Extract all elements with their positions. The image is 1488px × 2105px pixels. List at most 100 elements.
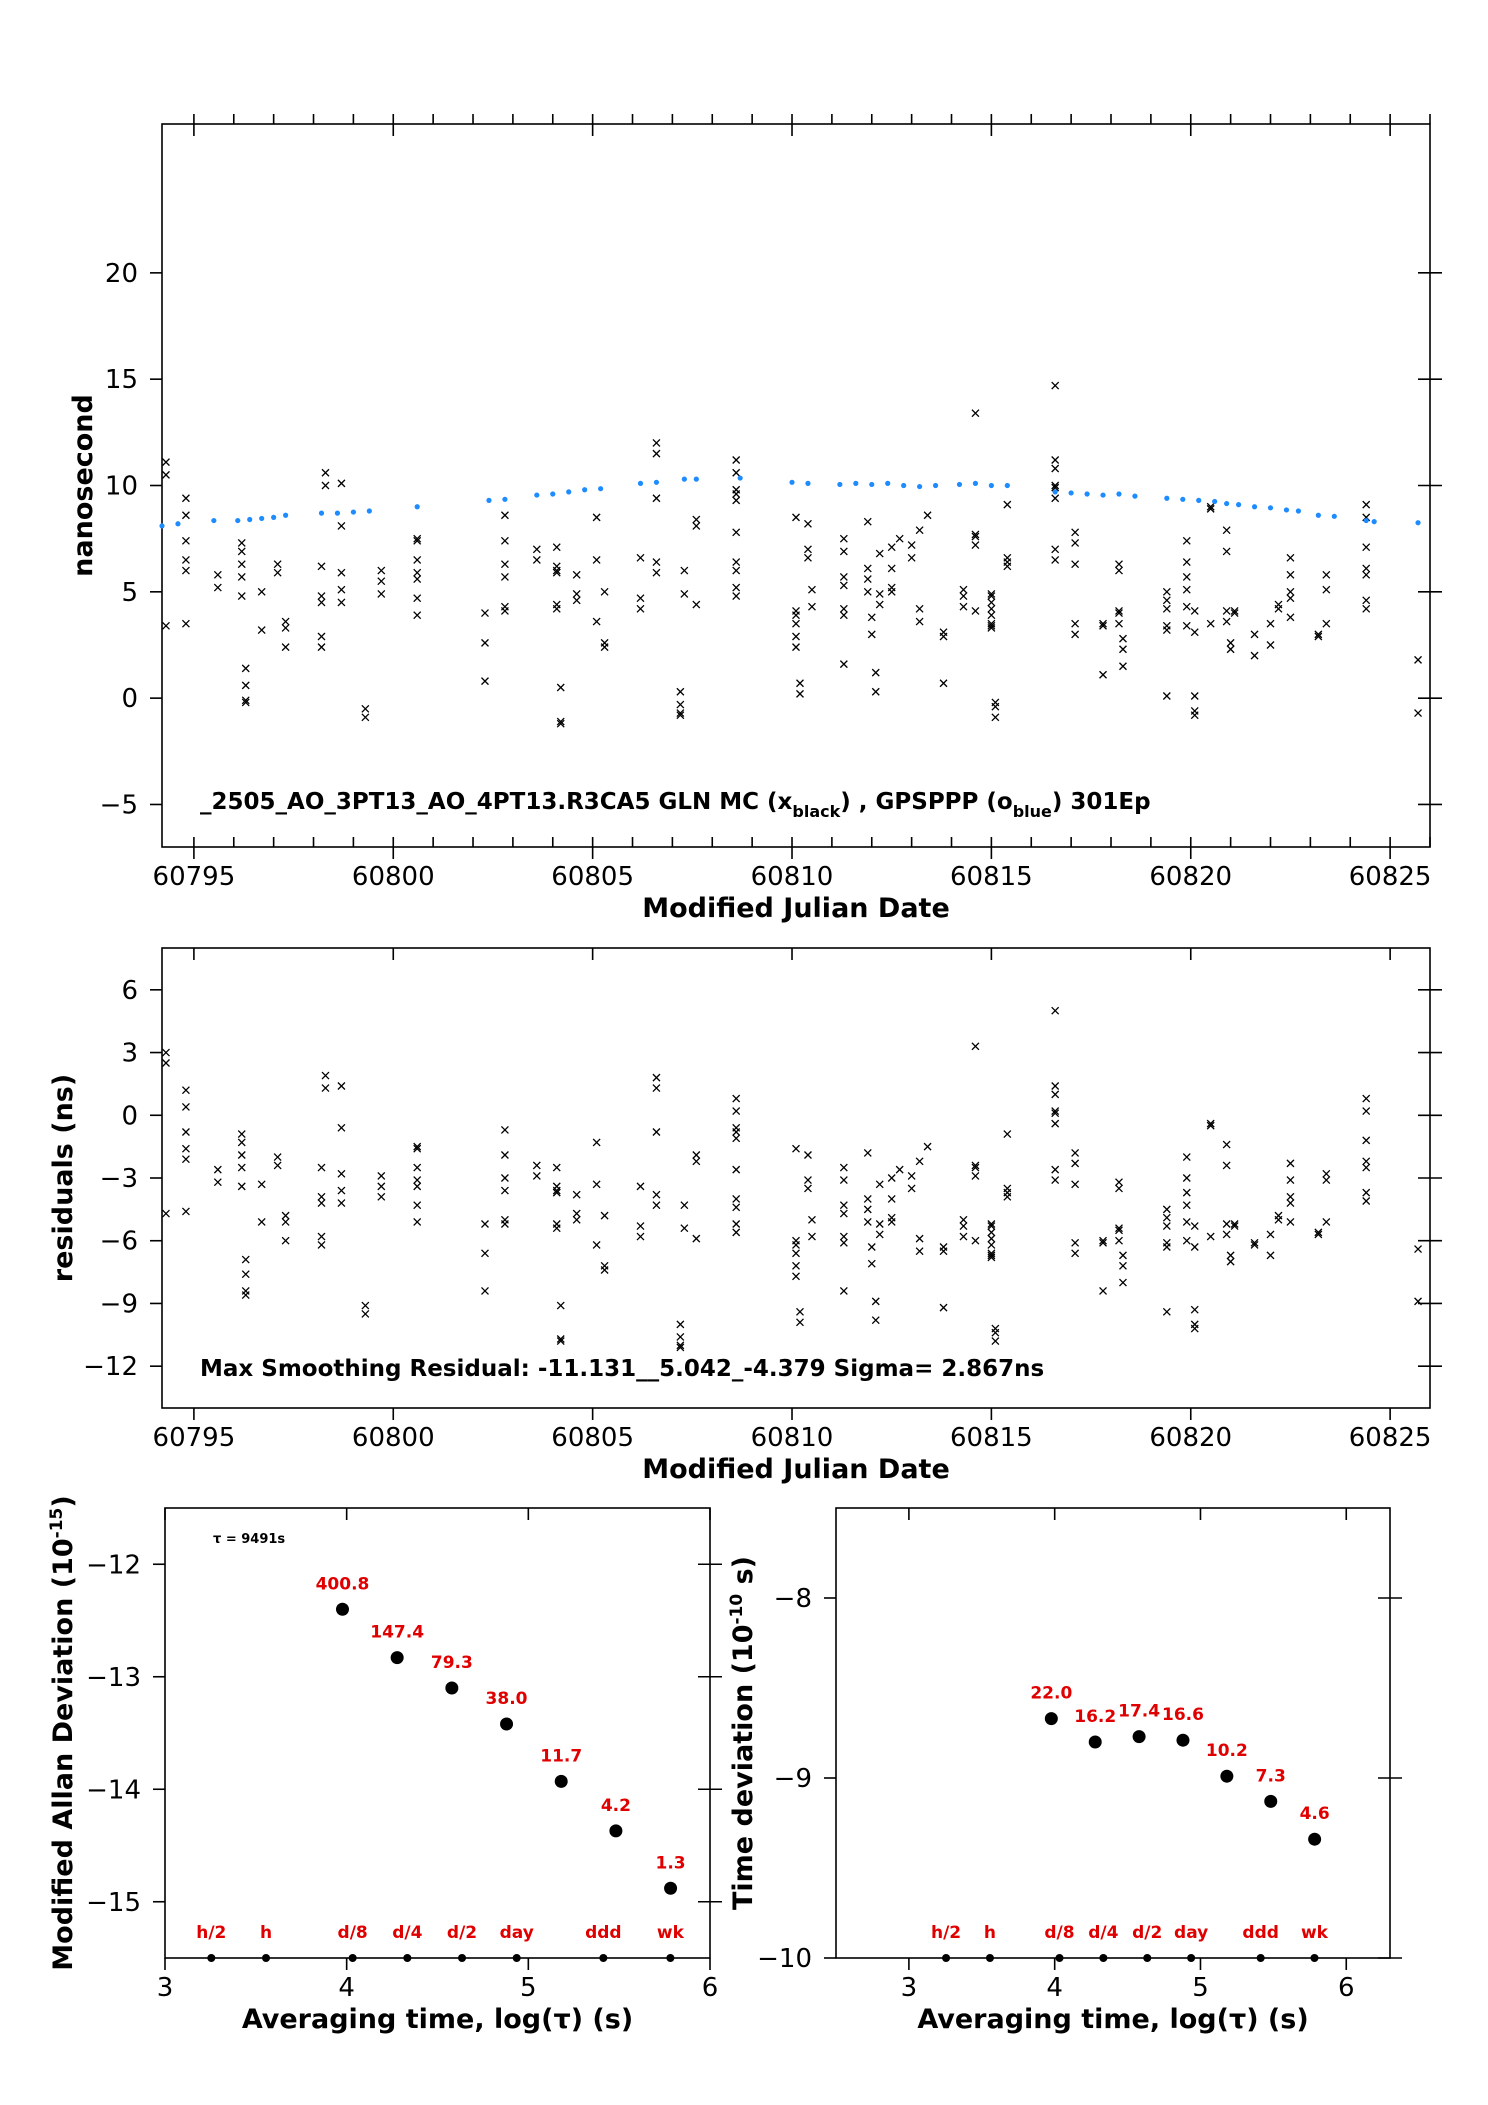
gln-mc-point xyxy=(692,600,701,609)
tdev-reference-label: d/2 xyxy=(1132,1923,1162,1943)
top-x-tick-label: 60810 xyxy=(751,862,834,892)
residual-point xyxy=(592,1180,601,1189)
residual-point xyxy=(1222,1140,1231,1149)
mdev-y-tick-label: −12 xyxy=(86,1550,141,1580)
residual-point xyxy=(241,1255,250,1264)
gln-mc-point xyxy=(792,632,800,641)
residual-point xyxy=(636,1222,645,1231)
gln-mc-point xyxy=(863,575,872,584)
residual-point xyxy=(1222,1220,1231,1228)
residuals-y-tick-label: −9 xyxy=(100,1289,138,1319)
residual-point xyxy=(1190,1243,1199,1251)
residual-point xyxy=(592,1138,601,1147)
mdev-point xyxy=(500,1717,514,1731)
residual-point xyxy=(1115,1236,1123,1245)
residual-point xyxy=(692,1157,701,1166)
mdev-x-axis: 3 4 5 6 xyxy=(157,1508,718,2003)
residual-point xyxy=(1230,1220,1239,1228)
residual-point xyxy=(732,1094,741,1103)
gln-mc-point xyxy=(839,611,848,620)
gln-mc-point xyxy=(181,619,190,628)
gln-mc-point xyxy=(237,592,246,601)
tdev-reference-dot xyxy=(1099,1954,1108,1962)
gpsppp-point xyxy=(534,492,540,498)
gpsppp-point xyxy=(693,476,699,482)
residual-point xyxy=(500,1174,509,1182)
gln-mc-point xyxy=(1230,607,1239,615)
residual-point xyxy=(181,1155,190,1164)
mdev-point xyxy=(609,1824,623,1838)
residual-point xyxy=(413,1182,422,1191)
gln-mc-point xyxy=(971,541,980,550)
gln-mc-point xyxy=(592,513,601,522)
residual-point xyxy=(1182,1174,1191,1182)
residual-point xyxy=(676,1332,685,1341)
mdev-point-label: 79.3 xyxy=(431,1653,473,1673)
tdev-plot-frame xyxy=(835,1507,1391,1959)
top-y-tick-label: 15 xyxy=(105,365,138,395)
gln-mc-point xyxy=(413,534,422,543)
residual-point xyxy=(237,1151,246,1159)
gpsppp-point xyxy=(681,476,687,482)
residual-point xyxy=(532,1161,541,1170)
gln-mc-point xyxy=(839,660,848,669)
gln-mc-point xyxy=(337,585,346,594)
residual-point xyxy=(281,1236,290,1245)
gln-mc-point xyxy=(804,519,812,528)
residual-point xyxy=(317,1192,326,1201)
residual-point xyxy=(804,1176,812,1185)
residual-point xyxy=(1206,1119,1215,1128)
residual-point xyxy=(971,1042,980,1051)
gln-mc-point xyxy=(1119,662,1127,671)
residual-point xyxy=(971,1161,980,1170)
gln-mc-point xyxy=(915,526,924,535)
gln-mc-point xyxy=(792,611,800,620)
tdev-points: 22.016.2 17.4 16.610.2 7.3 4.6 xyxy=(1030,1684,1330,1846)
residuals-annotation: Max Smoothing Residual: -11.131__5.042_-… xyxy=(200,1356,1044,1382)
top-y-axis: −5 0 5 10 15 20 xyxy=(100,259,1442,820)
residual-point xyxy=(181,1128,190,1136)
gln-mc-point xyxy=(971,530,980,539)
residual-point xyxy=(273,1161,282,1170)
residual-point xyxy=(241,1291,250,1300)
gln-mc-point xyxy=(839,581,848,590)
residual-point xyxy=(867,1243,876,1251)
residual-point xyxy=(556,1301,565,1310)
mdev-reference-dot xyxy=(458,1954,467,1962)
residual-point xyxy=(792,1272,800,1281)
residual-point xyxy=(1274,1215,1283,1224)
residual-point xyxy=(875,1220,884,1228)
residual-point xyxy=(652,1128,661,1136)
gln-mc-point xyxy=(839,572,848,581)
top-x-tick-label: 60820 xyxy=(1149,862,1232,892)
gln-mc-point xyxy=(1286,594,1295,603)
tdev-point-label: 17.4 xyxy=(1118,1702,1160,1722)
mdev-x-tick-label: 4 xyxy=(338,1973,355,2003)
gln-mc-point xyxy=(1119,634,1127,643)
gln-mc-point xyxy=(1322,570,1331,579)
gln-mc-point xyxy=(592,555,601,564)
gln-mc-point xyxy=(1222,526,1231,535)
gln-mc-point xyxy=(1226,638,1235,647)
mdev-reference-label: day xyxy=(500,1923,534,1943)
residual-point xyxy=(500,1220,509,1228)
mdev-reference-markers: h/2 h d/8 d/4 d/2 day ddd wk xyxy=(196,1923,685,1962)
gln-mc-point xyxy=(500,560,509,569)
gln-mc-point xyxy=(1071,560,1080,569)
gpsppp-point xyxy=(1100,492,1106,498)
gln-mc-point xyxy=(413,611,422,620)
gln-mc-point xyxy=(1206,502,1215,511)
gln-mc-point xyxy=(1266,641,1275,649)
residual-point xyxy=(987,1222,996,1231)
gln-mc-point xyxy=(1362,543,1371,552)
gln-mc-point xyxy=(552,566,561,575)
tdev-point xyxy=(1132,1730,1146,1744)
residual-point xyxy=(1362,1107,1371,1116)
residual-point xyxy=(481,1220,489,1228)
residual-point xyxy=(241,1270,250,1279)
gln-mc-point xyxy=(377,577,386,586)
residual-point xyxy=(792,1144,800,1153)
residual-point xyxy=(1119,1278,1127,1287)
gln-mc-point xyxy=(987,604,996,613)
gpsppp-point xyxy=(1068,490,1074,496)
